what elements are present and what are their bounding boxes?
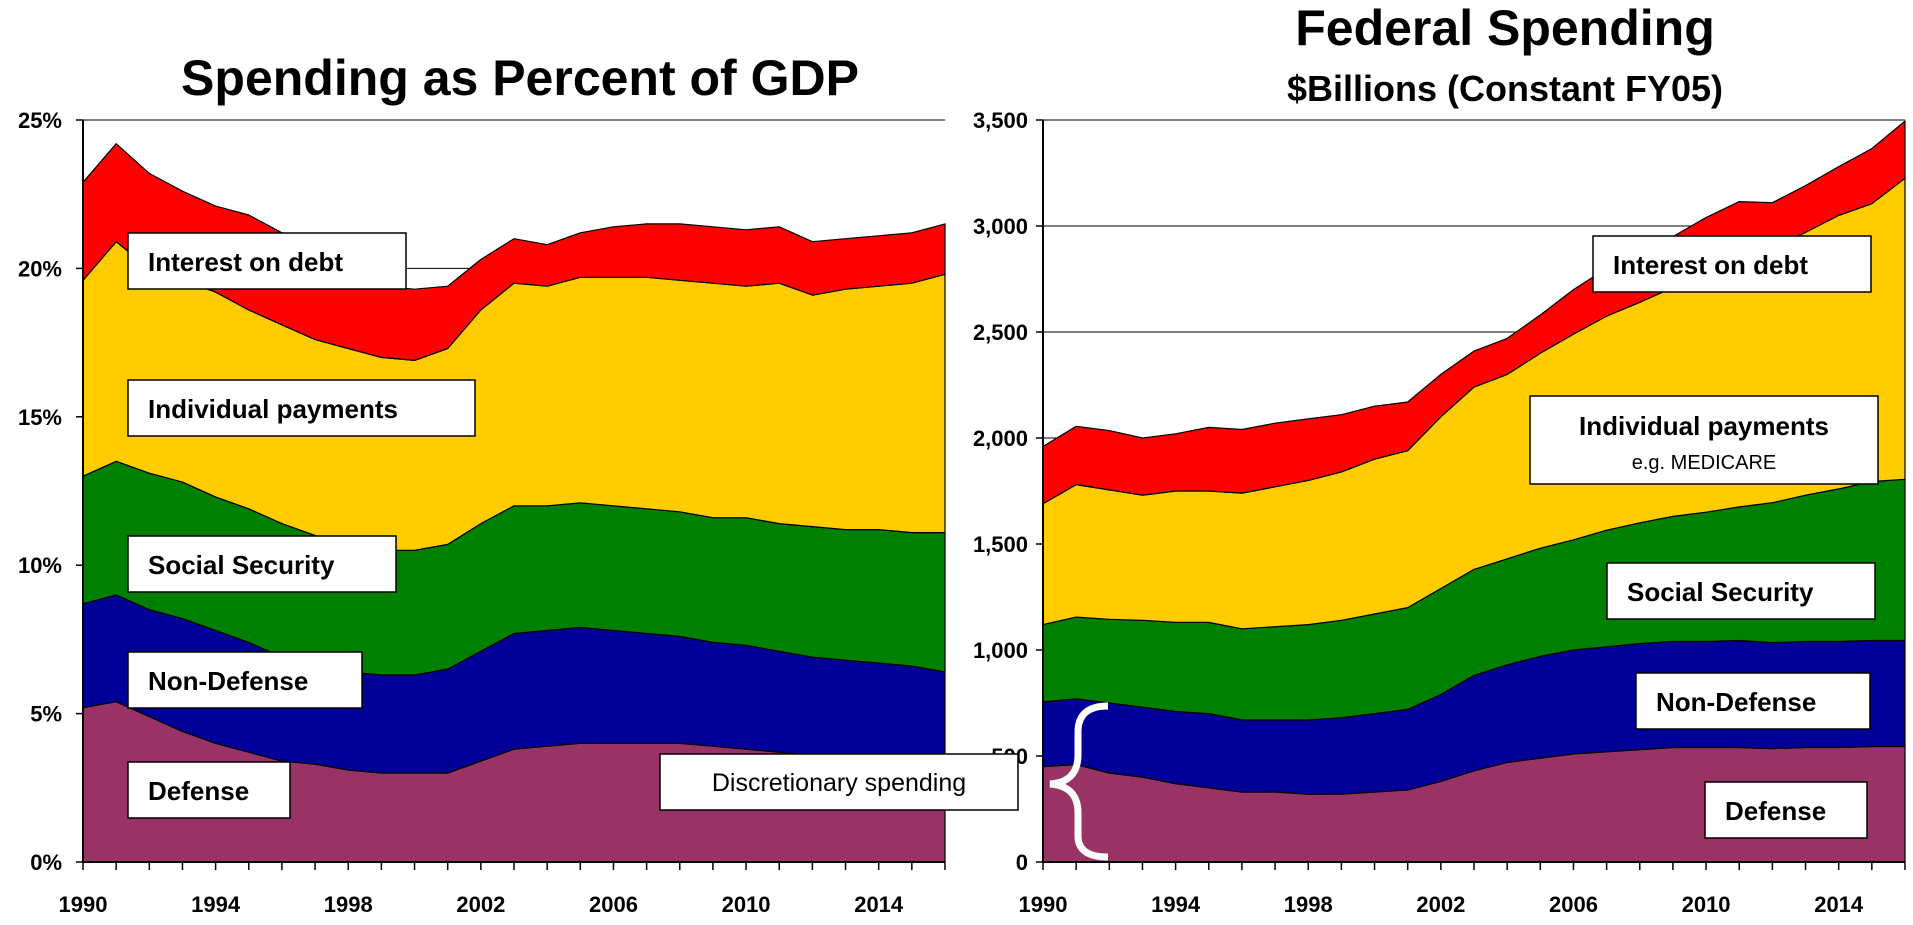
left-x-tick-label: 2002 <box>456 892 505 917</box>
right-area-interest-on-debt <box>1042 120 1906 505</box>
left-label-non-defense: Non-Defense <box>127 651 363 709</box>
left-chart-title: Spending as Percent of GDP <box>181 50 859 106</box>
left-x-tick-label: 1998 <box>324 892 373 917</box>
right-label-defense: Defense <box>1704 781 1868 839</box>
right-x-tick-label: 2006 <box>1549 892 1598 917</box>
discretionary-brace <box>1049 702 1109 861</box>
right-y-tick-label: 3,000 <box>973 214 1028 239</box>
left-y-tick-label: 20% <box>18 256 62 281</box>
right-label-interest: Interest on debt <box>1592 235 1872 293</box>
left-axes <box>76 119 946 870</box>
left-label-social-security: Social Security <box>127 535 397 593</box>
left-label-interest: Interest on debt <box>127 232 407 290</box>
right-x-tick-label: 2010 <box>1682 892 1731 917</box>
left-x-tick-label: 1994 <box>191 892 241 917</box>
left-x-tick-label: 2014 <box>854 892 904 917</box>
right-y-tick-label: 2,500 <box>973 320 1028 345</box>
left-x-tick-labels: 1990 1994 1998 2002 2006 2010 2014 <box>59 892 904 917</box>
right-x-tick-label: 2014 <box>1814 892 1864 917</box>
left-x-tick-label: 1990 <box>59 892 108 917</box>
right-label-non-defense-text: Non-Defense <box>1656 687 1816 717</box>
right-y-tick-label: 0 <box>1016 850 1028 875</box>
left-label-individual: Individual payments <box>127 379 476 437</box>
discretionary-annotation-text: Discretionary spending <box>712 769 966 797</box>
right-chart-subtitle: $Billions (Constant FY05) <box>1287 68 1723 109</box>
left-y-tick-label: 25% <box>18 108 62 133</box>
right-label-social-security-text: Social Security <box>1627 577 1814 607</box>
right-y-tick-label: 3,500 <box>973 108 1028 133</box>
right-chart: Federal Spending $Billions (Constant FY0… <box>973 0 1906 917</box>
left-label-individual-text: Individual payments <box>148 394 398 424</box>
right-x-tick-label: 2002 <box>1416 892 1465 917</box>
right-label-individual-subtext: e.g. MEDICARE <box>1632 452 1776 474</box>
right-label-interest-text: Interest on debt <box>1613 250 1808 280</box>
right-label-individual-text: Individual payments <box>1579 411 1829 441</box>
right-y-tick-label: 2,000 <box>973 426 1028 451</box>
right-label-individual: Individual payments e.g. MEDICARE <box>1529 395 1879 485</box>
left-label-social-security-text: Social Security <box>148 550 335 580</box>
left-label-defense: Defense <box>127 761 291 819</box>
left-label-defense-text: Defense <box>148 776 249 806</box>
right-x-tick-label: 1998 <box>1284 892 1333 917</box>
right-areas <box>1042 120 1906 863</box>
left-label-non-defense-text: Non-Defense <box>148 666 308 696</box>
discretionary-annotation: Discretionary spending <box>659 702 1109 861</box>
right-x-tick-label: 1990 <box>1019 892 1068 917</box>
right-axes <box>1036 119 1906 870</box>
right-x-tick-labels: 1990 1994 1998 2002 2006 2010 2014 <box>1019 892 1864 917</box>
left-x-tick-label: 2010 <box>722 892 771 917</box>
left-label-interest-text: Interest on debt <box>148 247 343 277</box>
right-chart-title: Federal Spending <box>1295 0 1715 56</box>
left-y-tick-label: 0% <box>30 850 62 875</box>
left-y-tick-label: 15% <box>18 405 62 430</box>
left-areas <box>82 143 946 863</box>
left-y-tick-label: 5% <box>30 702 62 727</box>
right-y-tick-label: 1,500 <box>973 532 1028 557</box>
left-x-tick-label: 2006 <box>589 892 638 917</box>
right-label-social-security: Social Security <box>1606 562 1876 620</box>
right-label-defense-text: Defense <box>1725 796 1826 826</box>
left-y-tick-labels: 0% 5% 10% 15% 20% 25% <box>18 108 62 875</box>
left-y-tick-label: 10% <box>18 553 62 578</box>
right-y-tick-label: 1,000 <box>973 638 1028 663</box>
left-chart: Spending as Percent of GDP 0% 5% 10% 15% 20%… <box>18 50 946 917</box>
right-x-tick-label: 1994 <box>1151 892 1201 917</box>
right-label-non-defense: Non-Defense <box>1635 672 1871 730</box>
